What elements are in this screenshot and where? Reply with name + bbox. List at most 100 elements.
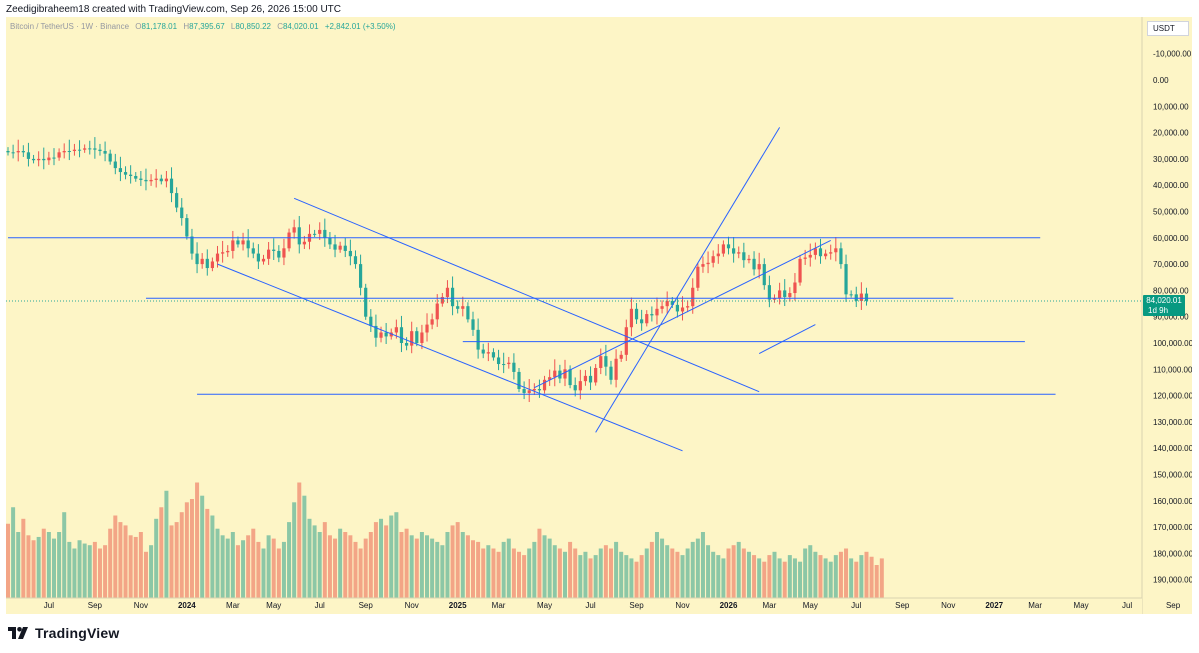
candle-body bbox=[374, 325, 378, 338]
candle-body bbox=[435, 303, 439, 320]
volume-bar bbox=[21, 518, 26, 598]
volume-bar bbox=[711, 551, 716, 598]
candle-body bbox=[72, 149, 77, 152]
candle-body bbox=[854, 294, 858, 301]
volume-bar bbox=[31, 540, 36, 598]
volume-bar bbox=[455, 522, 460, 598]
volume-bar bbox=[813, 551, 818, 598]
candle-body bbox=[640, 319, 644, 324]
price-tick-label: -10,000.00 bbox=[1153, 50, 1192, 59]
trendline-drawings[interactable] bbox=[8, 127, 1056, 452]
candle-body bbox=[522, 389, 526, 393]
candle-body bbox=[486, 352, 490, 354]
candle-body bbox=[200, 258, 204, 265]
volume-bar bbox=[41, 528, 46, 598]
candle-body bbox=[466, 306, 470, 320]
volume-bar bbox=[235, 545, 240, 598]
volume-bar bbox=[312, 525, 317, 598]
candle-body bbox=[379, 332, 383, 338]
candle-body bbox=[62, 151, 66, 153]
volume-bar bbox=[358, 548, 363, 598]
candle-body bbox=[139, 178, 143, 180]
volume-bar bbox=[844, 548, 849, 598]
candle-body bbox=[670, 300, 674, 305]
candle-body bbox=[604, 356, 608, 367]
price-tick-label: 0.00 bbox=[1153, 76, 1169, 85]
candle-body bbox=[583, 375, 588, 382]
price-tick-label: 30,000.00 bbox=[1153, 155, 1189, 164]
volume-bar bbox=[57, 532, 62, 598]
time-tick-label: 2027 bbox=[985, 601, 1003, 610]
time-tick-label: May bbox=[266, 601, 281, 610]
candle-body bbox=[384, 332, 388, 337]
volume-bar bbox=[26, 535, 31, 598]
volume-bar bbox=[552, 545, 557, 598]
high-label: H bbox=[183, 22, 190, 31]
volume-bar bbox=[430, 538, 435, 598]
time-tick-label: Sep bbox=[1166, 601, 1181, 610]
trendline bbox=[534, 239, 831, 389]
currency-selector[interactable]: USDT bbox=[1147, 21, 1189, 36]
candle-body bbox=[93, 148, 97, 150]
volume-bar bbox=[266, 535, 271, 598]
close-value: 84,020.01 bbox=[282, 22, 319, 31]
volume-bar bbox=[261, 548, 266, 598]
volume-bar bbox=[522, 555, 527, 598]
trendline bbox=[758, 324, 816, 354]
volume-bar bbox=[189, 499, 194, 598]
volume-bar bbox=[281, 541, 286, 598]
volume-bar bbox=[333, 538, 338, 598]
candle-body bbox=[353, 256, 358, 265]
volume-bar bbox=[389, 515, 394, 598]
tradingview-logo[interactable]: TradingView bbox=[8, 625, 119, 641]
volume-bar bbox=[690, 541, 695, 598]
volume-bar bbox=[629, 558, 634, 598]
candle-body bbox=[343, 245, 347, 251]
volume-bar bbox=[803, 548, 808, 598]
volume-bar bbox=[118, 522, 123, 598]
candle-body bbox=[430, 319, 434, 325]
price-axis[interactable]: -10,000.00 0.00 10,000.00 20,000.00 30,000.0… bbox=[1153, 50, 1192, 585]
candle-body bbox=[527, 390, 531, 393]
price-chart[interactable]: -10,000.00 0.00 10,000.00 20,000.00 30,000.0… bbox=[6, 17, 1192, 614]
volume-bar bbox=[184, 502, 189, 598]
candle-body bbox=[502, 364, 506, 366]
volume-bar bbox=[205, 508, 210, 598]
candle-body bbox=[706, 262, 710, 265]
volume-bar bbox=[179, 512, 184, 598]
candle-body bbox=[47, 157, 51, 161]
volume-bar bbox=[230, 532, 235, 598]
candle-body bbox=[272, 249, 276, 251]
volume-bar bbox=[384, 525, 389, 598]
candle-body bbox=[491, 352, 496, 358]
candle-body bbox=[415, 331, 419, 343]
candle-body bbox=[609, 366, 613, 380]
time-tick-label: 2025 bbox=[449, 601, 467, 610]
symbol-description: Bitcoin / TetherUS · 1W · Binance bbox=[10, 22, 130, 31]
price-tick-label: 140,000.00 bbox=[1153, 444, 1192, 453]
volume-bar bbox=[92, 541, 97, 598]
time-axis-background bbox=[6, 598, 1142, 614]
volume-bar bbox=[777, 558, 782, 598]
volume-bar bbox=[103, 545, 108, 598]
time-axis[interactable]: Jul Sep Nov 2024 Mar May Jul Sep Nov 2025 Mar May Ju… bbox=[44, 601, 1192, 610]
candle-body bbox=[180, 207, 184, 219]
tradingview-logo-icon bbox=[8, 627, 28, 639]
candle-body bbox=[246, 240, 250, 249]
volume-bar bbox=[798, 561, 803, 598]
candle-body bbox=[757, 264, 761, 270]
candle-body bbox=[11, 152, 15, 154]
candle-body bbox=[778, 290, 782, 299]
price-tick-label: 170,000.00 bbox=[1153, 523, 1192, 532]
symbol-legend: Bitcoin / TetherUS · 1W · Binance O81,17… bbox=[10, 22, 396, 31]
candle-body bbox=[333, 244, 337, 250]
volume-bar bbox=[164, 490, 169, 598]
high-value: 87,395.67 bbox=[189, 22, 225, 31]
volume-bar bbox=[460, 532, 465, 598]
volume-bar bbox=[419, 532, 424, 598]
trendline bbox=[217, 263, 683, 452]
candle-body bbox=[588, 375, 593, 383]
candle-body bbox=[144, 179, 148, 182]
volume-bar bbox=[348, 535, 353, 598]
candle-body bbox=[675, 304, 680, 312]
